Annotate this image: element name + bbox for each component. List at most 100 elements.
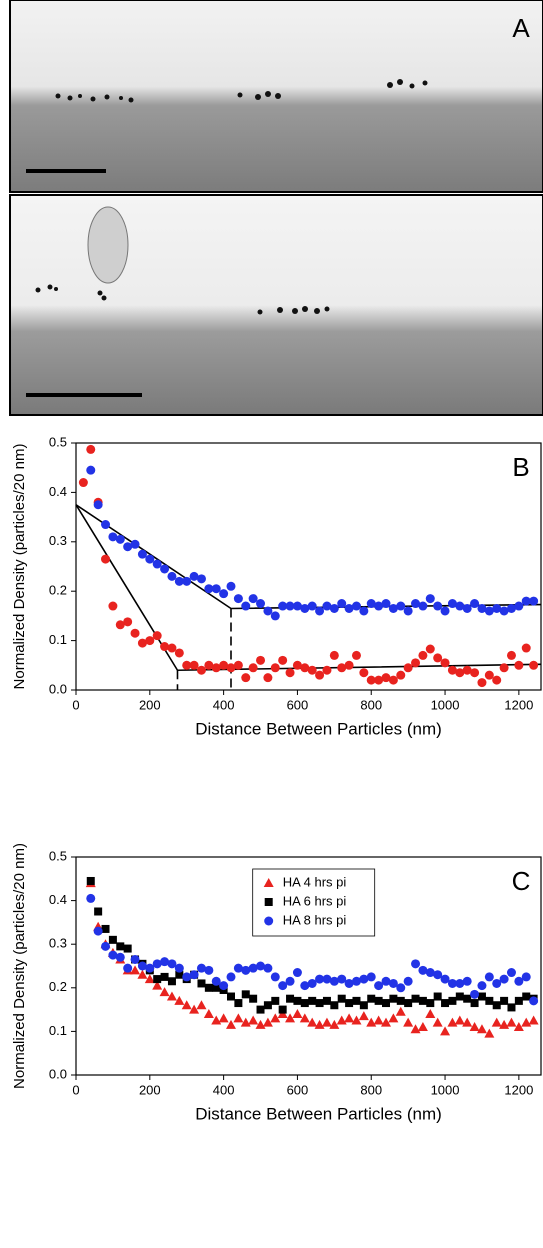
point (130, 628, 140, 638)
x-tick-label: 400 (213, 697, 235, 712)
point (144, 974, 155, 984)
legend-label: HA 4 hrs pi (283, 874, 347, 889)
legend-box (252, 868, 376, 937)
point (500, 996, 509, 1005)
point (366, 675, 376, 685)
y-tick-label: 0.3 (49, 533, 67, 548)
point (492, 1001, 501, 1010)
point (462, 1017, 473, 1027)
point (337, 663, 347, 673)
point (499, 663, 509, 673)
point (137, 969, 148, 979)
point (521, 643, 531, 653)
point (167, 643, 177, 653)
point (292, 601, 302, 611)
point (153, 975, 162, 984)
point (196, 963, 206, 973)
point (440, 1026, 451, 1036)
point (514, 601, 524, 611)
x-tick-label: 200 (139, 1082, 161, 1097)
point (433, 970, 443, 980)
point (352, 996, 361, 1005)
point (337, 994, 346, 1003)
point (256, 1005, 265, 1014)
point (123, 617, 133, 627)
point (388, 675, 398, 685)
point (175, 970, 184, 979)
point (374, 981, 384, 991)
point (373, 1015, 384, 1025)
point (411, 959, 421, 969)
point (249, 994, 258, 1003)
point (315, 670, 325, 680)
point (440, 658, 450, 668)
point (93, 500, 103, 510)
point (174, 963, 184, 973)
plot-frame (75, 442, 542, 691)
point (484, 670, 494, 680)
point (241, 965, 251, 975)
x-tick-label: 1200 (504, 697, 533, 712)
point (447, 978, 457, 988)
point (86, 444, 96, 454)
point (322, 665, 332, 675)
point (271, 996, 280, 1005)
point (351, 650, 361, 660)
point (381, 976, 391, 986)
point (204, 983, 213, 992)
point (204, 584, 214, 594)
point (152, 631, 162, 641)
point (115, 534, 125, 544)
point (374, 601, 384, 611)
gold-particles (55, 79, 428, 103)
point (396, 983, 406, 993)
point (388, 603, 398, 613)
x-tick-label: 0 (72, 697, 79, 712)
point (492, 603, 502, 613)
point (263, 673, 273, 683)
point (447, 599, 457, 609)
point (366, 972, 376, 982)
point (396, 670, 406, 680)
point (529, 596, 539, 606)
point (389, 994, 398, 1003)
point (248, 1015, 259, 1025)
point (411, 599, 421, 609)
point (286, 994, 295, 1003)
point (226, 972, 236, 982)
point (116, 942, 125, 951)
point (344, 660, 354, 670)
point (197, 979, 206, 988)
point (219, 981, 229, 991)
point (351, 601, 361, 611)
point (329, 650, 339, 660)
point (167, 977, 176, 986)
point (485, 996, 494, 1005)
point (345, 999, 354, 1008)
point (196, 1000, 207, 1010)
point (337, 599, 347, 609)
point (86, 893, 96, 903)
point (521, 596, 531, 606)
point (403, 663, 413, 673)
point (256, 599, 266, 609)
point (152, 959, 162, 969)
point (507, 1003, 516, 1012)
point (181, 1000, 192, 1010)
point (130, 539, 140, 549)
x-tick-label: 1000 (431, 697, 460, 712)
y-tick-label: 0.0 (49, 1066, 67, 1081)
point (329, 603, 339, 613)
point (329, 976, 339, 986)
point (182, 660, 192, 670)
x-tick-label: 1200 (504, 1082, 533, 1097)
point (263, 1001, 272, 1010)
point (145, 963, 155, 973)
point (425, 594, 435, 604)
y-tick-label: 0.1 (49, 1023, 67, 1038)
point (211, 584, 221, 594)
point (499, 606, 509, 616)
point (123, 944, 132, 953)
micrograph-panel: A (9, 0, 543, 416)
point (470, 599, 480, 609)
